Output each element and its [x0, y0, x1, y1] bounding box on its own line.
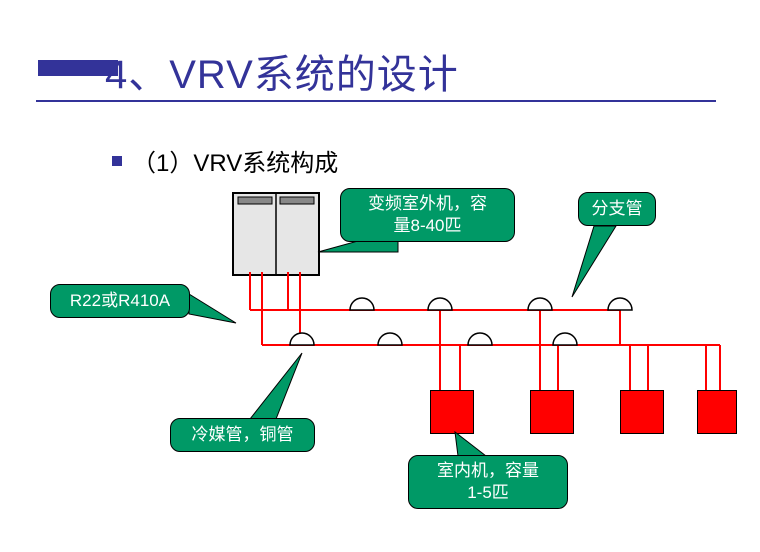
- page-title: 4、VRV系统的设计: [105, 42, 459, 100]
- indoor-unit-3: [620, 390, 664, 434]
- outdoor-unit: [232, 192, 320, 276]
- subtitle-bullet-icon: [112, 156, 122, 166]
- outdoor-unit-graphic: [234, 194, 318, 274]
- subtitle-text: （1）VRV系统构成: [132, 143, 338, 178]
- indoor-unit-1: [430, 390, 474, 434]
- callout-outdoor: 变频室外机，容量8-40匹: [340, 188, 515, 242]
- callout-branch-text: 分支管: [592, 198, 643, 220]
- indoor-unit-2: [530, 390, 574, 434]
- callout-indoor: 室内机，容量1-5匹: [408, 455, 568, 509]
- callout-branch: 分支管: [578, 192, 656, 226]
- indoor-unit-4: [697, 390, 737, 434]
- callout-indoor-text: 室内机，容量1-5匹: [437, 460, 539, 504]
- callout-pipe: 冷媒管，铜管: [170, 418, 315, 452]
- callout-refrigerant-text: R22或R410A: [70, 290, 170, 312]
- title-underline: [36, 100, 716, 102]
- callout-pipe-text: 冷媒管，铜管: [192, 424, 294, 446]
- callout-refrigerant: R22或R410A: [50, 284, 190, 318]
- callout-outdoor-text: 变频室外机，容量8-40匹: [368, 193, 487, 237]
